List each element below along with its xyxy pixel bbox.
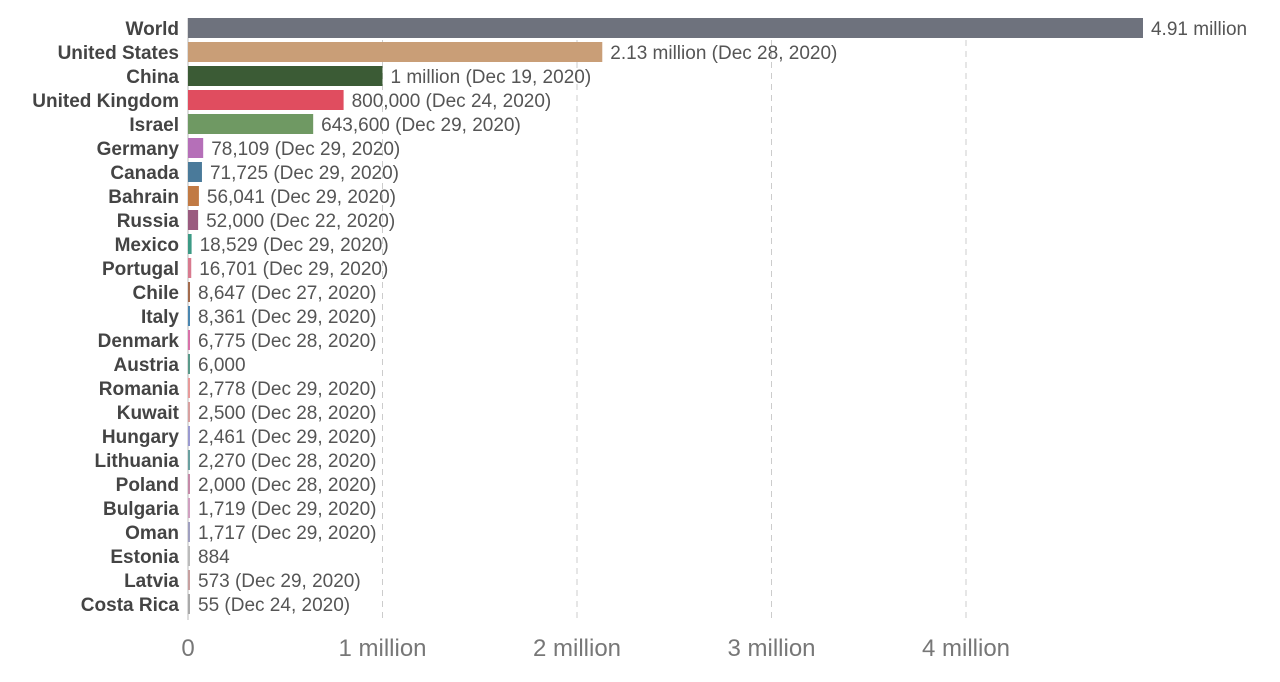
category-label: Bahrain — [108, 187, 179, 208]
value-label: 78,109 (Dec 29, 2020) — [211, 139, 400, 160]
category-label: Canada — [110, 163, 179, 184]
category-label: Poland — [116, 475, 179, 496]
category-label: Oman — [125, 523, 179, 544]
bar — [188, 354, 190, 374]
value-label: 71,725 (Dec 29, 2020) — [210, 163, 399, 184]
bar — [188, 258, 192, 278]
value-label: 800,000 (Dec 24, 2020) — [352, 91, 552, 112]
value-label: 2.13 million (Dec 28, 2020) — [610, 43, 837, 64]
bar — [188, 450, 190, 470]
value-label: 55 (Dec 24, 2020) — [198, 595, 350, 616]
x-tick-label: 1 million — [338, 635, 426, 662]
bar — [188, 474, 190, 494]
bar — [188, 402, 190, 422]
category-label: Israel — [129, 115, 179, 136]
value-label: 4.91 million — [1151, 19, 1247, 40]
x-tick-label: 0 — [181, 635, 194, 662]
category-label: Germany — [97, 139, 180, 160]
value-label: 8,361 (Dec 29, 2020) — [198, 307, 377, 328]
value-label: 1,719 (Dec 29, 2020) — [198, 499, 377, 520]
category-label: Chile — [133, 283, 179, 304]
value-label: 2,500 (Dec 28, 2020) — [198, 403, 377, 424]
bar — [188, 210, 199, 230]
category-label: Costa Rica — [81, 595, 180, 616]
bar — [188, 66, 383, 86]
category-labels: World United States China United Kingdom Isr… — [32, 19, 179, 616]
value-label: 2,461 (Dec 29, 2020) — [198, 427, 377, 448]
category-label: Latvia — [124, 571, 179, 592]
x-axis-ticks: 0 1 million 2 million 3 million 4 million — [181, 635, 1010, 662]
category-label: Russia — [117, 211, 180, 232]
bar — [188, 162, 202, 182]
value-label: 1,717 (Dec 29, 2020) — [198, 523, 377, 544]
bar — [188, 138, 204, 158]
bar — [188, 234, 192, 254]
value-label: 573 (Dec 29, 2020) — [198, 571, 361, 592]
category-label: United States — [58, 43, 179, 64]
category-label: China — [126, 67, 179, 88]
category-label: Denmark — [98, 331, 180, 352]
bar — [188, 18, 1143, 38]
bar — [188, 306, 190, 326]
value-label: 18,529 (Dec 29, 2020) — [200, 235, 389, 256]
bar — [188, 330, 190, 350]
category-label: Kuwait — [117, 403, 180, 424]
category-label: United Kingdom — [32, 91, 179, 112]
bar — [188, 594, 190, 614]
category-label: Hungary — [102, 427, 180, 448]
x-tick-label: 3 million — [727, 635, 815, 662]
value-labels: 4.91 million 2.13 million (Dec 28, 2020) 1… — [198, 19, 1247, 616]
value-label: 884 — [198, 547, 230, 568]
value-label: 16,701 (Dec 29, 2020) — [199, 259, 388, 280]
bar — [188, 378, 190, 398]
category-label: Estonia — [110, 547, 179, 568]
value-label: 2,270 (Dec 28, 2020) — [198, 451, 377, 472]
bar — [188, 42, 603, 62]
bar — [188, 186, 199, 206]
value-label: 8,647 (Dec 27, 2020) — [198, 283, 377, 304]
value-label: 6,775 (Dec 28, 2020) — [198, 331, 377, 352]
value-label: 2,000 (Dec 28, 2020) — [198, 475, 377, 496]
category-label: Austria — [114, 355, 180, 376]
category-label: Portugal — [102, 259, 179, 280]
bars — [188, 18, 1143, 614]
category-label: Romania — [99, 379, 180, 400]
bar — [188, 426, 190, 446]
x-tick-label: 4 million — [922, 635, 1010, 662]
x-tick-label: 2 million — [533, 635, 621, 662]
bar — [188, 498, 190, 518]
bar — [188, 570, 190, 590]
category-label: Italy — [141, 307, 179, 328]
bar — [188, 114, 314, 134]
value-label: 52,000 (Dec 22, 2020) — [206, 211, 395, 232]
category-label: Bulgaria — [103, 499, 179, 520]
value-label: 643,600 (Dec 29, 2020) — [321, 115, 521, 136]
category-label: Mexico — [115, 235, 179, 256]
value-label: 1 million (Dec 19, 2020) — [391, 67, 592, 88]
value-label: 6,000 — [198, 355, 246, 376]
bar — [188, 90, 344, 110]
value-label: 56,041 (Dec 29, 2020) — [207, 187, 396, 208]
bar — [188, 282, 190, 302]
bar — [188, 522, 190, 542]
category-label: Lithuania — [95, 451, 180, 472]
value-label: 2,778 (Dec 29, 2020) — [198, 379, 377, 400]
category-label: World — [126, 19, 179, 40]
bar — [188, 546, 190, 566]
